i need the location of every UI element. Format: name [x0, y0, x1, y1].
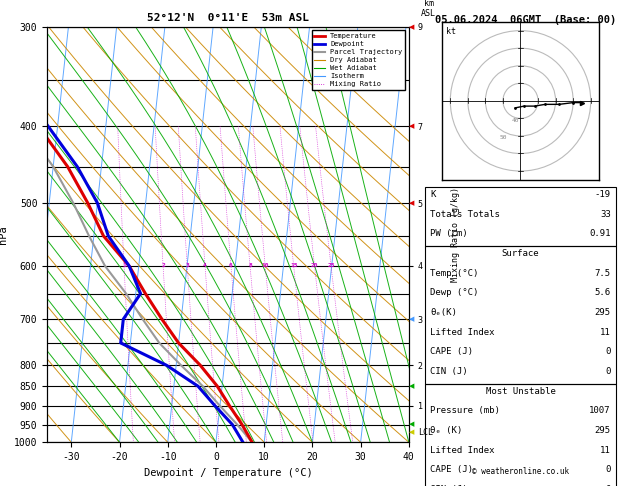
- Text: 3: 3: [186, 263, 189, 268]
- Text: Temp (°C): Temp (°C): [430, 269, 479, 278]
- Text: θₑ(K): θₑ(K): [430, 308, 457, 317]
- Text: km
ASL: km ASL: [421, 0, 437, 18]
- Text: 10: 10: [262, 263, 269, 268]
- Text: -19: -19: [594, 190, 611, 199]
- Text: 0: 0: [605, 347, 611, 356]
- Text: Surface: Surface: [502, 249, 539, 258]
- Text: 40: 40: [512, 118, 519, 123]
- Text: 295: 295: [594, 308, 611, 317]
- Text: 11: 11: [600, 446, 611, 454]
- Text: ◀: ◀: [409, 200, 415, 206]
- Text: 4: 4: [203, 263, 207, 268]
- Text: ◀: ◀: [409, 421, 415, 428]
- Text: ◀: ◀: [409, 316, 415, 322]
- Text: CAPE (J): CAPE (J): [430, 347, 474, 356]
- Text: ◀: ◀: [409, 383, 415, 389]
- Text: 0: 0: [605, 367, 611, 376]
- Text: 2: 2: [161, 263, 165, 268]
- Text: 0.91: 0.91: [589, 229, 611, 238]
- Bar: [425, 187, 616, 246]
- Text: 11: 11: [600, 328, 611, 337]
- Title: 52°12'N  0°11'E  53m ASL: 52°12'N 0°11'E 53m ASL: [147, 13, 309, 23]
- Text: Pressure (mb): Pressure (mb): [430, 406, 500, 416]
- X-axis label: Dewpoint / Temperature (°C): Dewpoint / Temperature (°C): [143, 468, 313, 478]
- Text: 8: 8: [248, 263, 252, 268]
- Text: Totals Totals: Totals Totals: [430, 209, 500, 219]
- Text: PW (cm): PW (cm): [430, 229, 468, 238]
- Text: 33: 33: [600, 209, 611, 219]
- Text: Lifted Index: Lifted Index: [430, 328, 495, 337]
- Text: θₑ (K): θₑ (K): [430, 426, 462, 435]
- Text: CIN (J): CIN (J): [430, 367, 468, 376]
- Legend: Temperature, Dewpoint, Parcel Trajectory, Dry Adiabat, Wet Adiabat, Isotherm, Mi: Temperature, Dewpoint, Parcel Trajectory…: [311, 30, 405, 90]
- Text: 1: 1: [122, 263, 126, 268]
- Bar: [425, 384, 616, 486]
- Text: 15: 15: [290, 263, 298, 268]
- Text: 05.06.2024  06GMT  (Base: 00): 05.06.2024 06GMT (Base: 00): [435, 15, 616, 25]
- Text: CAPE (J): CAPE (J): [430, 465, 474, 474]
- Text: ◀: ◀: [409, 123, 415, 129]
- Text: 1007: 1007: [589, 406, 611, 416]
- Text: 50: 50: [499, 136, 507, 140]
- Text: 0: 0: [605, 465, 611, 474]
- Text: 295: 295: [594, 426, 611, 435]
- Text: CIN (J): CIN (J): [430, 485, 468, 486]
- Text: 6: 6: [229, 263, 233, 268]
- Text: 0: 0: [605, 485, 611, 486]
- Y-axis label: hPa: hPa: [0, 225, 8, 244]
- Bar: [425, 246, 616, 384]
- Text: K: K: [430, 190, 436, 199]
- Text: 7.5: 7.5: [594, 269, 611, 278]
- Text: Most Unstable: Most Unstable: [486, 387, 555, 396]
- Text: Mixing Ratio (g/kg): Mixing Ratio (g/kg): [452, 187, 460, 282]
- Text: 20: 20: [311, 263, 318, 268]
- Text: Lifted Index: Lifted Index: [430, 446, 495, 454]
- Text: © weatheronline.co.uk: © weatheronline.co.uk: [472, 467, 569, 476]
- Text: kt: kt: [446, 27, 456, 35]
- Text: ◀: ◀: [409, 429, 415, 435]
- Text: Dewp (°C): Dewp (°C): [430, 288, 479, 297]
- Text: 5.6: 5.6: [594, 288, 611, 297]
- Text: 25: 25: [327, 263, 335, 268]
- Text: ◀: ◀: [409, 24, 415, 30]
